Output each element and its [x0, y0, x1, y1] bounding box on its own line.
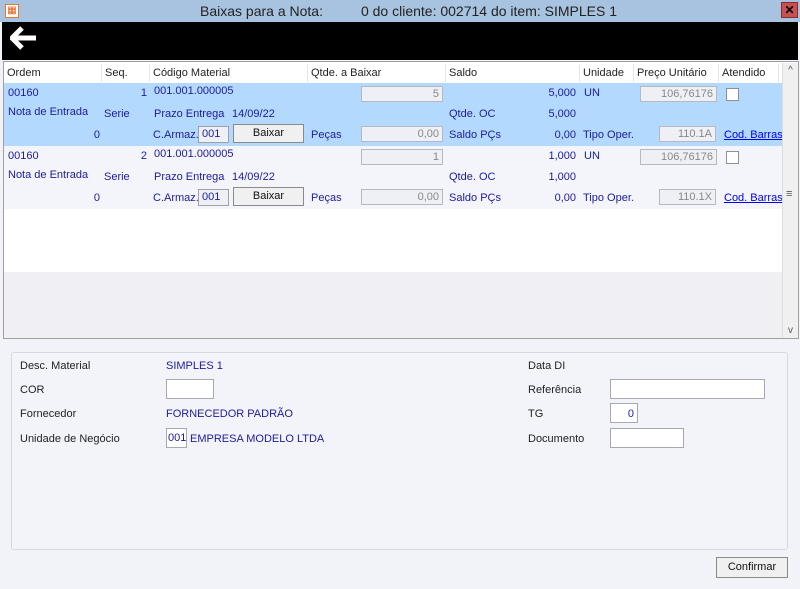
ordem-value: 00160	[8, 150, 39, 162]
serie-label: Serie	[104, 171, 130, 183]
pecas-input[interactable]: 0,00	[361, 126, 443, 142]
grid-empty-area	[4, 272, 782, 338]
pecas-label: Peças	[311, 192, 342, 204]
atendido-checkbox[interactable]	[726, 151, 739, 164]
close-button[interactable]: ✕	[781, 2, 798, 18]
saldo-pcs-value: 0,00	[554, 192, 576, 204]
qtde-baixar-input[interactable]: 5	[361, 86, 443, 102]
window-title: Baixas para a Nota: 0 do cliente: 002714 …	[200, 3, 617, 19]
saldo-pcs-label: Saldo PÇs	[449, 192, 501, 204]
cor-input[interactable]	[166, 379, 214, 399]
confirmar-button[interactable]: Confirmar	[716, 557, 788, 578]
unidade-negocio-label: Unidade de Negócio	[20, 433, 120, 445]
fornecedor-value: FORNECEDOR PADRÃO	[166, 408, 293, 420]
unidade-code-input[interactable]: 001	[166, 428, 187, 448]
unidade-value: UN	[584, 150, 600, 162]
referencia-input[interactable]	[610, 379, 765, 399]
header-unidade[interactable]: Unidade	[580, 64, 634, 82]
header-atendido[interactable]: Atendido	[719, 64, 779, 82]
scroll-thumb-icon[interactable]: ≡	[786, 188, 793, 200]
tipo-oper-label: Tipo Oper.	[583, 192, 634, 204]
pecas-label: Peças	[311, 129, 342, 141]
nota-value: 0	[93, 192, 100, 204]
saldo-value: 5,000	[548, 87, 576, 99]
scroll-down-icon[interactable]: v	[788, 325, 793, 336]
codigo-material-value: 001.001.000005	[154, 85, 234, 97]
serie-label: Serie	[104, 108, 130, 120]
preco-unitario-input[interactable]: 106,76176	[640, 86, 717, 102]
tg-label: TG	[528, 408, 544, 420]
baixar-button[interactable]: Baixar	[233, 124, 304, 143]
prazo-entrega-label: Prazo Entrega	[154, 171, 225, 183]
nota-value: 0	[93, 129, 100, 141]
title-bar	[0, 0, 800, 22]
seq-value: 1	[140, 87, 147, 99]
tipo-oper-label: Tipo Oper.	[583, 129, 634, 141]
scroll-up-icon[interactable]: ^	[788, 65, 793, 76]
c-armaz-label: C.Armaz.	[153, 192, 199, 204]
nota-entrada-label: Nota de Entrada	[8, 106, 89, 118]
toolbar	[2, 22, 798, 60]
desc-material-value: SIMPLES 1	[166, 360, 223, 372]
unidade-value: UN	[584, 87, 600, 99]
saldo-value: 1,000	[548, 150, 576, 162]
prazo-entrega-label: Prazo Entrega	[154, 108, 225, 120]
desc-material-label: Desc. Material	[20, 360, 91, 372]
baixar-button[interactable]: Baixar	[233, 187, 304, 206]
title-right: 0 do cliente: 002714 do item: SIMPLES 1	[360, 3, 618, 19]
vertical-scrollbar[interactable]: ^ ≡ v	[782, 63, 798, 338]
title-left: Baixas para a Nota:	[200, 3, 323, 19]
header-ordem[interactable]: Ordem	[4, 64, 102, 82]
qtde-oc-label: Qtde. OC	[449, 108, 496, 120]
header-saldo[interactable]: Saldo	[446, 64, 580, 82]
fornecedor-label: Fornecedor	[20, 408, 77, 420]
tipo-oper-input[interactable]: 110.1A	[659, 126, 716, 142]
header-codigo[interactable]: Código Material	[150, 64, 308, 82]
app-icon: ▦	[5, 4, 19, 18]
cod-barras-link[interactable]: Cod. Barras	[724, 192, 783, 204]
codigo-material-value: 001.001.000005	[154, 148, 234, 160]
prazo-entrega-value: 14/09/22	[232, 171, 275, 183]
tg-input[interactable]: 0	[610, 403, 638, 423]
header-qtde[interactable]: Qtde. a Baixar	[308, 64, 446, 82]
documento-label: Documento	[528, 433, 585, 445]
header-preco[interactable]: Preço Unitário	[634, 64, 719, 82]
saldo-pcs-label: Saldo PÇs	[449, 129, 501, 141]
qtde-baixar-input[interactable]: 1	[361, 149, 443, 165]
preco-unitario-input[interactable]: 106,76176	[640, 149, 717, 165]
unidade-negocio-value: EMPRESA MODELO LTDA	[190, 433, 325, 445]
qtde-oc-value: 1,000	[548, 171, 576, 183]
atendido-checkbox[interactable]	[726, 88, 739, 101]
saldo-pcs-value: 0,00	[554, 129, 576, 141]
c-armaz-label: C.Armaz.	[153, 129, 199, 141]
back-arrow-icon[interactable]	[8, 26, 38, 56]
c-armaz-input[interactable]: 001	[198, 126, 229, 143]
qtde-oc-label: Qtde. OC	[449, 171, 496, 183]
nota-entrada-label: Nota de Entrada	[8, 169, 89, 181]
c-armaz-input[interactable]: 001	[198, 189, 229, 206]
tipo-oper-input[interactable]: 110.1X	[659, 189, 716, 205]
referencia-label: Referência	[528, 384, 582, 396]
documento-input[interactable]	[610, 428, 684, 448]
ordem-value: 00160	[8, 87, 39, 99]
header-seq[interactable]: Seq.	[102, 64, 150, 82]
data-di-label: Data DI	[528, 360, 566, 372]
cor-label: COR	[20, 384, 45, 396]
seq-value: 2	[140, 150, 147, 162]
qtde-oc-value: 5,000	[548, 108, 576, 120]
cod-barras-link[interactable]: Cod. Barras	[724, 129, 783, 141]
pecas-input[interactable]: 0,00	[361, 189, 443, 205]
prazo-entrega-value: 14/09/22	[232, 108, 275, 120]
